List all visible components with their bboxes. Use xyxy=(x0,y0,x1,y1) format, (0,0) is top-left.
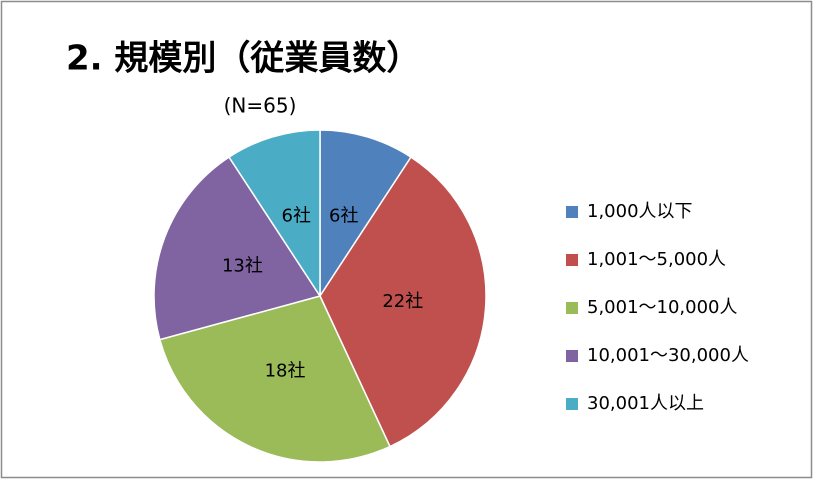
legend-swatch xyxy=(566,302,578,314)
legend-label: 1,001～5,000人 xyxy=(587,249,726,270)
data-label: 6社 xyxy=(329,205,358,226)
legend-swatch xyxy=(566,398,578,410)
legend-swatch xyxy=(566,254,578,266)
legend-swatch xyxy=(566,206,578,218)
legend-label: 30,001人以上 xyxy=(587,393,704,414)
legend-label: 5,001～10,000人 xyxy=(587,297,738,318)
legend-label: 10,001～30,000人 xyxy=(587,345,749,366)
pie-slice xyxy=(153,156,322,341)
data-label: 6社 xyxy=(282,205,311,226)
pie-slice xyxy=(158,295,391,463)
data-label: 18社 xyxy=(265,360,306,381)
pie-slice xyxy=(319,129,413,299)
pie-slice xyxy=(319,156,487,448)
data-label: 22社 xyxy=(382,291,423,312)
data-label: 13社 xyxy=(222,256,263,277)
chart-subtitle: (N=65) xyxy=(224,94,297,118)
pie-slice xyxy=(227,129,321,299)
legend-label: 1,000人以下 xyxy=(587,201,693,222)
chart-title: 2. 規模別（従業員数） xyxy=(66,39,420,79)
legend-swatch xyxy=(566,350,578,362)
